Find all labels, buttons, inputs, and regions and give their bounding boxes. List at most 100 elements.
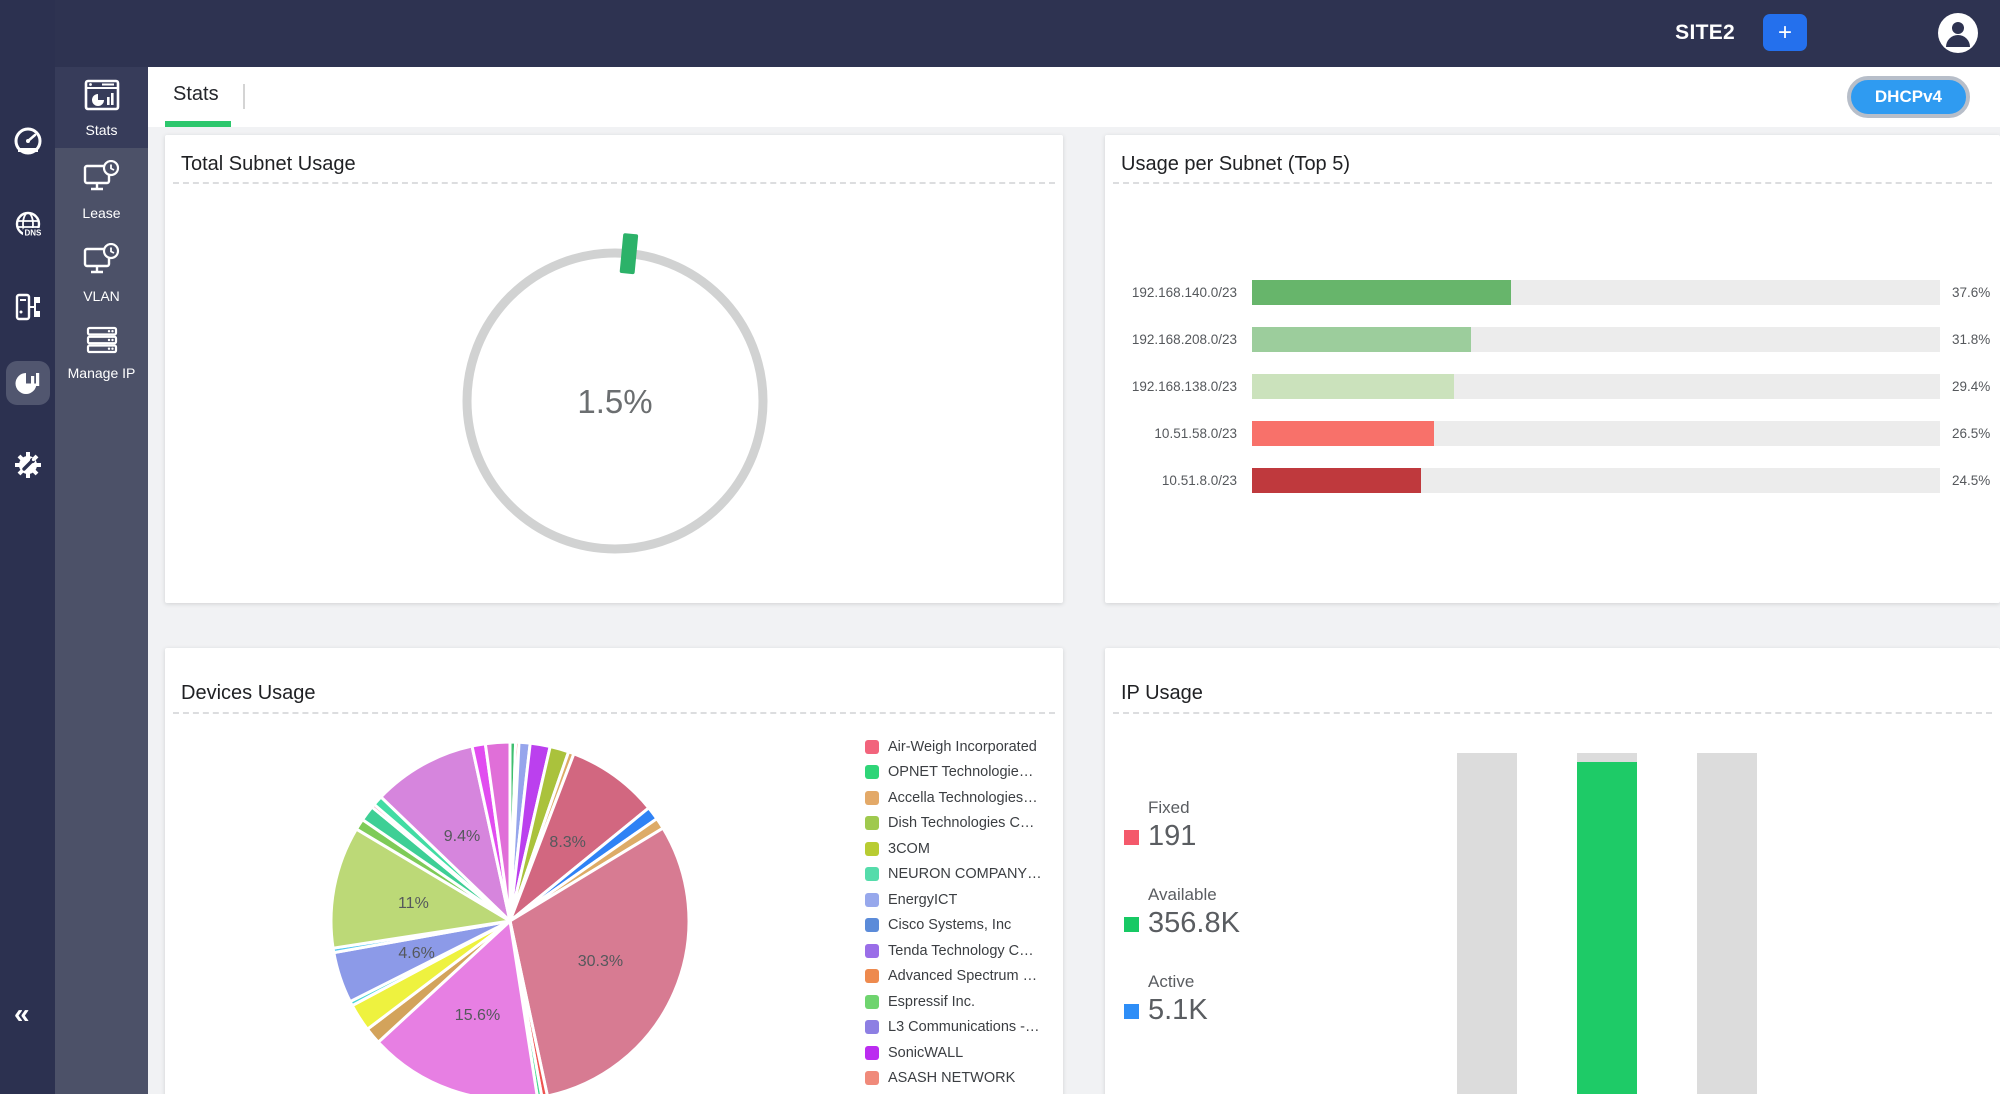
user-avatar[interactable] (1938, 13, 1978, 53)
collapse-sidebar-button[interactable]: « (14, 998, 30, 1029)
dhcpv4-toggle-button[interactable]: DHCPv4 (1846, 76, 1970, 118)
subnet-row: 10.51.8.0/23 24.5% (1117, 468, 1992, 493)
ip-column-track (1457, 753, 1517, 1094)
legend-item[interactable]: Cisco Systems, Inc (865, 913, 1061, 939)
dashed-divider (173, 712, 1055, 714)
subnet-bar-fill (1252, 468, 1421, 493)
ip-stat-value: 356.8K (1148, 907, 1240, 939)
legend-swatch (865, 790, 879, 805)
legend-label: L3 Communications -… (888, 1019, 1040, 1036)
primary-nav-rail: DNS « (0, 0, 55, 1094)
subnet-percent-label: 31.8% (1952, 332, 1991, 347)
ip-column-track (1697, 753, 1757, 1094)
pie-slice (483, 740, 512, 923)
sidebar-item-manage-ip[interactable]: Manage IP (55, 314, 148, 391)
legend-swatch (865, 841, 879, 856)
legend-swatch (865, 943, 879, 958)
pie-slice (379, 744, 512, 923)
legend-item[interactable]: Dish Technologies C… (865, 811, 1061, 837)
legend-item[interactable]: Tenda Technology C… (865, 938, 1061, 964)
gauge-marker (619, 233, 639, 275)
legend-item[interactable]: EnergyICT (865, 887, 1061, 913)
legend-swatch (865, 969, 879, 984)
ip-stat-swatch (1124, 830, 1139, 845)
card-title: Total Subnet Usage (181, 153, 356, 175)
legend-label: 3COM (888, 840, 930, 857)
legend-item[interactable]: Accella Technologies… (865, 785, 1061, 811)
legend-label: Accella Technologies… (888, 789, 1038, 806)
legend-item[interactable]: L3 Communications -… (865, 1015, 1061, 1041)
devices-usage-legend: Air-Weigh Incorporated OPNET Technologie…… (865, 734, 1061, 1091)
dns-globe-icon: DNS (15, 211, 43, 238)
ip-column-available (1577, 753, 1637, 1094)
pie-slice-label: 8.3% (549, 834, 585, 851)
subnet-bar-track (1252, 280, 1940, 305)
gauge-value-label: 1.5% (577, 383, 652, 420)
sidebar-item-label: Manage IP (67, 365, 136, 381)
tab-stats[interactable]: Stats (173, 83, 219, 105)
legend-swatch (865, 1071, 879, 1086)
ip-stat-available: Available 356.8K (1124, 885, 1240, 940)
legend-swatch (865, 1020, 879, 1035)
subnet-row: 192.168.208.0/23 31.8% (1117, 327, 1992, 352)
ip-stat-swatch (1124, 1004, 1139, 1019)
dashed-divider (1113, 712, 1992, 714)
legend-item[interactable]: OPNET Technologie… (865, 760, 1061, 786)
server-stack-icon (86, 326, 117, 354)
subnet-bar-track (1252, 468, 1940, 493)
ip-stat-label: Available (1148, 885, 1217, 904)
sidebar-item-vlan[interactable]: VLAN (55, 231, 148, 314)
subnet-label: 10.51.58.0/23 (1154, 426, 1237, 441)
active-tab-underline (165, 121, 231, 127)
rail-item-stats[interactable] (6, 361, 50, 405)
subnet-label: 192.168.140.0/23 (1131, 285, 1237, 300)
legend-item[interactable]: 3COM (865, 836, 1061, 862)
card-usage-per-subnet: Usage per Subnet (Top 5) 192.168.140.0/2… (1105, 135, 2000, 603)
subnet-bar-track (1252, 374, 1940, 399)
legend-item[interactable]: NEURON COMPANY… (865, 862, 1061, 888)
ip-stat-label: Active (1148, 972, 1195, 991)
page-header: Stats DHCPv4 (148, 67, 2000, 127)
legend-item[interactable]: ASASH NETWORK (865, 1066, 1061, 1092)
monitor-clock-icon (83, 159, 119, 191)
pie-slice-label: 30.3% (578, 953, 623, 970)
subnet-row: 10.51.58.0/23 26.5% (1117, 421, 1992, 446)
sidebar-item-label: Lease (82, 205, 121, 221)
pie-slice (508, 826, 691, 1094)
legend-label: Advanced Spectrum … (888, 968, 1038, 985)
sidebar-item-lease[interactable]: Lease (55, 148, 148, 231)
rail-item-ipam[interactable] (6, 285, 50, 329)
legend-label: EnergyICT (888, 891, 958, 908)
subnet-bar-fill (1252, 280, 1511, 305)
dashed-divider (173, 182, 1055, 184)
ip-stat-swatch (1124, 917, 1139, 932)
ip-stat-active: Active 5.1K (1124, 972, 1240, 1027)
subnet-percent-label: 24.5% (1952, 473, 1991, 488)
gear-wrench-icon (15, 452, 41, 478)
ip-stat-value: 191 (1148, 820, 1197, 852)
legend-item[interactable]: Advanced Spectrum … (865, 964, 1061, 990)
legend-item[interactable]: SonicWALL (865, 1040, 1061, 1066)
legend-label: Espressif Inc. (888, 993, 976, 1010)
legend-item[interactable]: Air-Weigh Incorporated (865, 734, 1061, 760)
legend-label: Tenda Technology C… (888, 942, 1034, 959)
stats-window-icon (84, 79, 119, 111)
pie-slice-label: 15.6% (455, 1007, 500, 1024)
subnet-bar-fill (1252, 374, 1455, 399)
ip-column-active (1697, 753, 1757, 1094)
legend-item[interactable]: Espressif Inc. (865, 989, 1061, 1015)
legend-swatch (865, 1045, 879, 1060)
ip-usage-columns (1105, 648, 2000, 1094)
pie-slice (508, 752, 651, 923)
rail-item-dns[interactable]: DNS (6, 204, 50, 248)
svg-text:DNS: DNS (25, 229, 43, 238)
monitor-clock-icon (83, 242, 119, 274)
sidebar-item-stats[interactable]: Stats (55, 67, 148, 148)
secondary-sidebar: Stats Lease VLAN (55, 67, 148, 1094)
pie-slice (376, 919, 539, 1094)
legend-swatch (865, 892, 879, 907)
subnet-bar-track (1252, 421, 1940, 446)
rail-item-admin[interactable] (6, 443, 50, 487)
rail-item-dashboard[interactable] (6, 119, 50, 163)
add-button[interactable]: + (1763, 14, 1807, 51)
